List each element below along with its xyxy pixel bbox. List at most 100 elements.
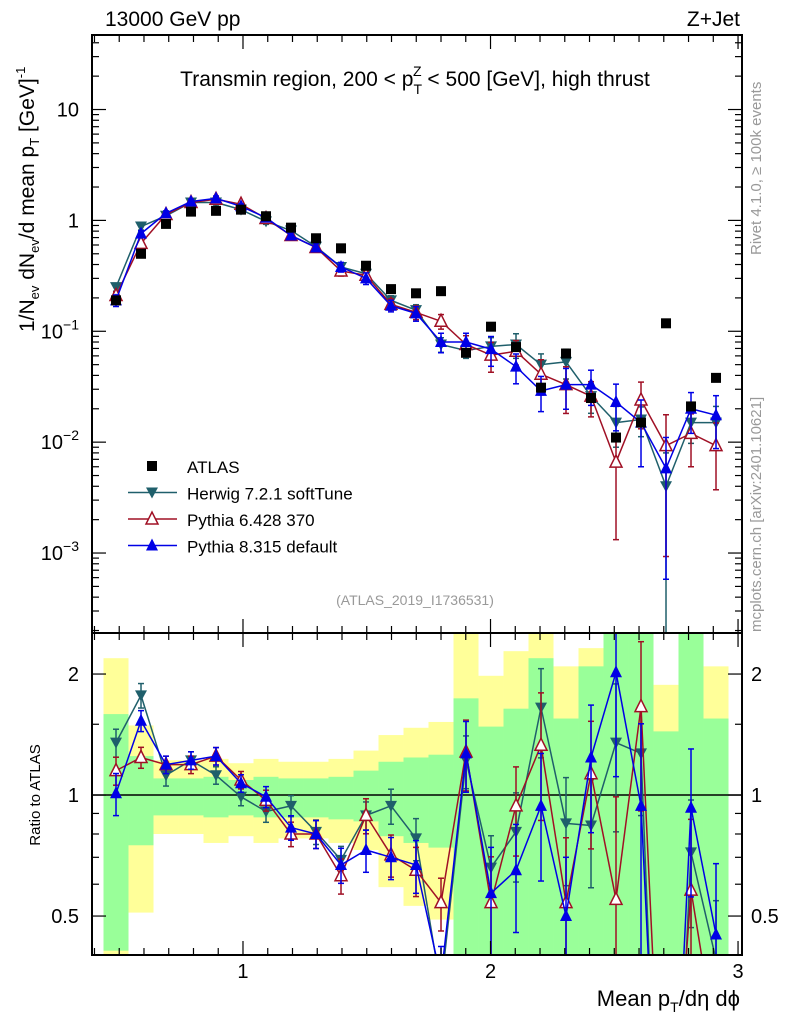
legend-label: Herwig 7.2.1 softTune: [187, 485, 353, 504]
ratio-y-axis-label: Ratio to ATLAS: [27, 744, 44, 845]
pythia-8-315-default-ratio-point: [710, 927, 723, 940]
pythia-8-315-default-main-line: [665, 408, 692, 469]
pythia-6-428-370-ratio-line: [515, 744, 542, 807]
pythia-8-315-default-main-point: [560, 377, 573, 390]
xlabel-sub: T: [670, 999, 679, 1015]
pythia-8-315-default-ratio-line: [683, 807, 692, 955]
pythia-8-315-default-ratio-point: [685, 800, 698, 813]
pythia-8-315-default-main-point: [610, 395, 623, 408]
analysis-id-watermark: (ATLAS_2019_I1736531): [336, 592, 494, 608]
herwig-7-2-1-softtune-ratio-point: [110, 737, 123, 749]
mcplots-source-label: mcplots.cern.ch [arXiv:2401.10621]: [748, 397, 765, 632]
pythia-8-315-default-ratio-line: [115, 720, 142, 794]
legend-marker-icon: [144, 510, 160, 525]
ratio-y-tick-label: 2: [68, 664, 79, 686]
inner-band-bin: [328, 776, 354, 820]
ratio-frame: [91, 632, 743, 956]
ylabel-b-sub: ev: [27, 239, 42, 253]
pythia-8-315-default-main-point: [460, 335, 473, 348]
herwig-7-2-1-softtune-ratio-point: [410, 833, 423, 845]
ylabel-a: 1/N: [16, 299, 39, 332]
pythia-8-315-default-ratio-point: [160, 757, 173, 770]
pythia-8-315-default-ratio-point: [535, 798, 548, 811]
atlas-main-point: [136, 248, 147, 259]
y-tick-label: 10−2: [41, 427, 79, 454]
main-series-layer: [108, 190, 724, 633]
atlas-main-point: [411, 288, 422, 299]
herwig-7-2-1-softtune-ratio-line: [365, 805, 392, 817]
pythia-8-315-default-ratio-line: [140, 720, 167, 766]
pythia-8-315-default-main-point: [135, 226, 148, 239]
herwig-7-2-1-softtune-ratio-line: [340, 815, 367, 861]
legend-marker-icon: [146, 538, 158, 551]
pythia-8-315-default-main-line: [115, 233, 142, 301]
atlas-main-point: [636, 417, 647, 428]
pythia-8-315-default-main-point: [335, 259, 348, 272]
pythia-8-315-default-main-point: [310, 240, 323, 253]
atlas-main-point: [711, 372, 722, 383]
pythia-8-315-default-main-point: [160, 206, 173, 219]
y-tick-base: 1: [68, 210, 79, 232]
xlabel-pre: Mean p: [597, 986, 670, 1011]
pythia-8-315-default-ratio-line: [290, 826, 317, 835]
pythia-8-315-default-ratio-point: [485, 886, 498, 899]
atlas-main-point: [161, 218, 172, 229]
pythia-8-315-default-ratio-line: [565, 757, 592, 917]
pythia-8-315-default-main-point: [435, 335, 448, 348]
herwig-7-2-1-softtune-ratio-point: [260, 806, 273, 818]
pythia-6-428-370-ratio-line: [590, 773, 617, 900]
title-pre: Transmin region, 200 < p: [180, 68, 413, 91]
ratio-y-tick-label: 0.5: [51, 906, 79, 928]
legend: ATLAS Herwig 7.2.1 softTune Pythia 6.428 3…: [128, 458, 353, 557]
inner-band-bin: [128, 756, 154, 846]
legend-item-pythia-6-428-370: Pythia 6.428 370: [128, 510, 315, 530]
title-sup: Z: [413, 63, 422, 79]
header-energy-label: 13000 GeV pp: [105, 8, 240, 31]
inner-band-bin: [303, 778, 329, 818]
herwig-7-2-1-softtune-ratio-point: [285, 800, 298, 812]
ylabel-a-sub: ev: [27, 285, 42, 299]
pythia-8-315-default-ratio-point: [560, 909, 573, 922]
ratio-y-tick-label-right: 2: [751, 664, 762, 686]
pythia-6-428-370-ratio-line: [615, 706, 642, 900]
legend-label: Pythia 6.428 370: [187, 511, 315, 530]
pythia-6-428-370-ratio-point: [358, 806, 374, 822]
herwig-7-2-1-softtune-ratio-point: [210, 770, 223, 782]
pythia-6-428-370-ratio-line: [685, 890, 692, 955]
pythia-6-428-370-main-point: [608, 453, 624, 468]
herwig-7-2-1-softtune-ratio-line: [565, 822, 592, 827]
x-tick-label: 3: [732, 961, 743, 983]
ylabel-d: [GeV]: [16, 78, 39, 138]
pythia-8-315-default-ratio-point: [635, 798, 648, 811]
pythia-8-315-default-main-point: [485, 342, 498, 355]
pythia-8-315-default-ratio-line: [390, 856, 417, 866]
y-tick-base: 10: [41, 543, 63, 565]
pythia-8-315-default-main-point: [185, 194, 198, 207]
pythia-8-315-default-main-point: [710, 408, 723, 421]
atlas-main-point: [586, 393, 597, 404]
atlas-main-point: [186, 206, 197, 217]
pythia-8-315-default-ratio-point: [260, 789, 273, 802]
pythia-8-315-default-ratio-point: [285, 820, 298, 833]
atlas-main-point: [386, 284, 397, 295]
herwig-7-2-1-softtune-ratio-line: [490, 831, 517, 869]
legend-marker-icon: [147, 461, 157, 471]
pythia-6-428-370-ratio-line: [690, 890, 703, 955]
herwig-7-2-1-softtune-ratio-point: [385, 800, 398, 812]
ylabel-c: /d mean p: [16, 146, 39, 239]
atlas-main-point: [311, 233, 322, 244]
herwig-7-2-1-softtune-ratio-line: [640, 753, 650, 955]
pythia-6-428-370-ratio-point: [508, 797, 524, 812]
x-axis-label: Mean pT/dη dϕ: [597, 986, 740, 1015]
pythia-8-315-default-ratio-line: [365, 849, 392, 859]
pythia-8-315-default-main-point: [360, 271, 373, 284]
herwig-7-2-1-softtune-ratio-line: [140, 695, 167, 776]
pythia-8-315-default-main-line: [640, 422, 667, 469]
pythia-6-428-370-ratio-line: [365, 814, 392, 856]
pythia-8-315-default-ratio-point: [310, 826, 323, 839]
y-tick-base: 10: [41, 321, 63, 343]
legend-marker-icon: [146, 487, 158, 499]
herwig-7-2-1-softtune-ratio-line: [265, 805, 292, 813]
rivet-version-label: Rivet 4.1.0, ≥ 100k events: [748, 82, 765, 255]
